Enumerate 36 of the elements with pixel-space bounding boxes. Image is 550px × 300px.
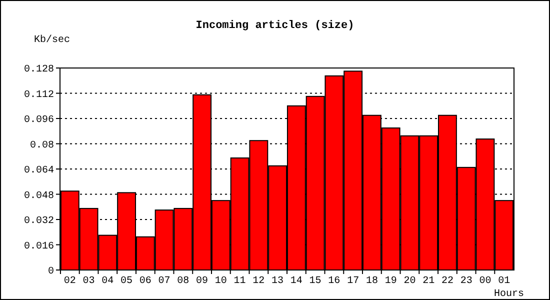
x-tick-label: 15 — [309, 276, 322, 287]
x-tick-label: 23 — [460, 276, 472, 287]
y-tick-label: 0 — [48, 266, 54, 278]
x-tick-label: 20 — [404, 276, 416, 287]
y-tick-label: 0.064 — [24, 166, 54, 176]
x-tick-label: 21 — [422, 276, 435, 287]
y-tick-label: 0.048 — [24, 190, 54, 202]
x-tick-label: 04 — [102, 276, 114, 287]
x-tick-label: 16 — [328, 276, 340, 287]
y-tick-label: 0.016 — [24, 241, 54, 252]
y-tick-label: 0.08 — [30, 140, 54, 152]
x-tick-label: 07 — [158, 276, 170, 287]
x-tick-label: 13 — [272, 276, 284, 287]
x-tick-label: 09 — [196, 276, 208, 287]
x-tick-label: 02 — [64, 276, 76, 287]
x-tick-label: 10 — [214, 276, 227, 287]
x-tick-label: 00 — [479, 276, 492, 287]
y-tick-label: 0.096 — [24, 115, 54, 126]
x-axis-title: Hours — [494, 289, 524, 300]
chart-title: Incoming articles (size) — [196, 20, 354, 32]
x-tick-label: 17 — [347, 276, 360, 287]
y-tick-label: 0.128 — [24, 64, 54, 76]
x-tick-label: 01 — [498, 276, 510, 287]
x-tick-label: 06 — [139, 276, 152, 287]
x-tick-label: 05 — [120, 276, 133, 287]
x-tick-label: 14 — [290, 276, 302, 287]
y-tick-label: 0.032 — [24, 216, 54, 227]
x-tick-label: 22 — [441, 276, 454, 287]
x-tick-label: 19 — [384, 276, 397, 287]
y-tick-label: 0.112 — [24, 90, 54, 101]
x-tick-label: 08 — [177, 276, 190, 287]
x-tick-label: 18 — [366, 276, 378, 287]
x-tick-label: 03 — [82, 276, 95, 287]
x-tick-label: 11 — [234, 276, 246, 287]
x-tick-label: 12 — [252, 276, 265, 287]
y-axis-title: Kb/sec — [34, 34, 70, 46]
